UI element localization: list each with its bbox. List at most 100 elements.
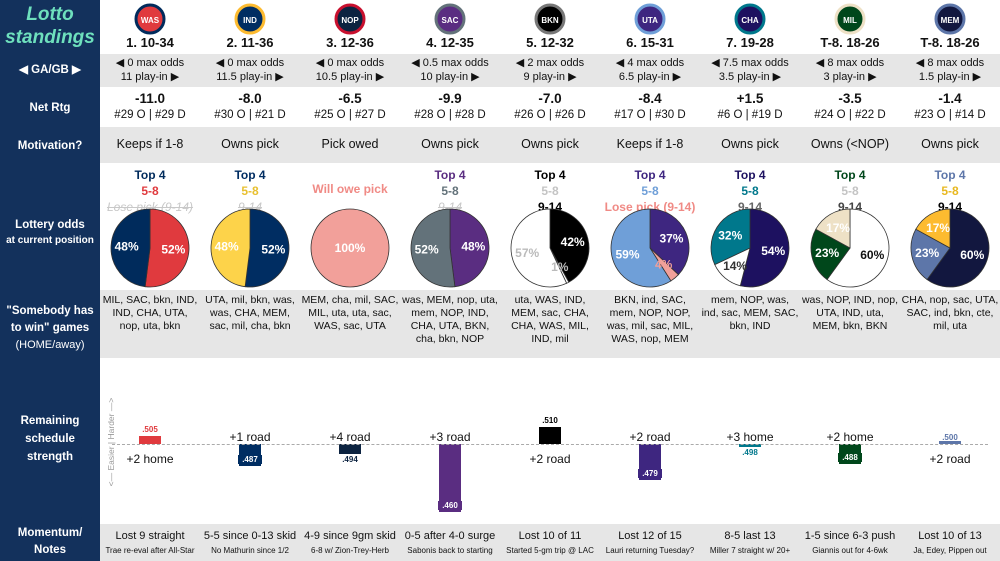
odds-line-2: 3.5 play-in ▶: [718, 71, 782, 83]
somebody-games-line: bkn, IND: [729, 320, 771, 332]
net-rating-value: -1.4: [938, 91, 962, 106]
schedule-strength-bar: [439, 444, 461, 512]
somebody-games-line: was, CHA, MEM,: [210, 307, 290, 319]
sidebar-label-net-rtg: Net Rtg: [29, 102, 71, 114]
schedule-home-road: +2 road: [929, 452, 971, 466]
bucks-logo: MIL: [800, 3, 900, 35]
lottery-odds-pie: 100%: [300, 207, 400, 294]
momentum-text: Lost 10 of 13: [918, 530, 982, 542]
odds-line-2: 10.5 play-in ▶: [315, 71, 385, 83]
lottery-tier-label: Top 4: [234, 168, 266, 182]
schedule-home-road: +4 road: [329, 430, 371, 444]
lottery-odds-pie: 37% 4% 59%: [600, 207, 700, 294]
schedule-home-road: +3 road: [429, 430, 471, 444]
team-rank-record: 7. 19-28: [726, 35, 774, 50]
pie-slice: [610, 208, 672, 288]
somebody-games-line: mem, NOP, IND,: [411, 307, 489, 319]
sidebar-label-remaining: Remaining: [20, 415, 80, 427]
motivation-text: Keeps if 1-8: [616, 137, 684, 151]
lottery-tier-label: 5-8: [241, 184, 259, 198]
pie-slice-label: 48%: [215, 240, 239, 254]
schedule-strength-bar: [139, 435, 161, 444]
somebody-games-line: mem, NOP, was,: [711, 294, 789, 306]
team-rank-record: 6. 15-31: [626, 35, 674, 50]
team-rank-record: T-8. 18-26: [820, 35, 880, 50]
sidebar-label-ga-gb: ◀ GA/GB ▶: [19, 64, 81, 76]
somebody-games-line: ind, sac, MEM, SAC,: [701, 307, 799, 319]
pie-slice-label: 14%: [723, 259, 747, 273]
somebody-games-line: mil, uta: [933, 320, 967, 332]
pie-slice: [739, 208, 790, 288]
motivation-text: Owns pick: [421, 137, 479, 151]
pie-slice: [826, 208, 890, 288]
pie-slice: [926, 208, 990, 288]
lottery-tier-label: 5-8: [141, 184, 159, 198]
lottery-tier-label: Lose pick (9-14): [604, 200, 696, 214]
somebody-games-line: CHA, UTA, BKN,: [410, 320, 490, 332]
lottery-tier-label: Top 4: [634, 168, 666, 182]
pie-slice-label: 42%: [561, 235, 585, 249]
odds-line-1: ◀ 8 max odds: [815, 57, 885, 69]
somebody-games-line: WAS, nop, MEM: [611, 333, 689, 345]
lottery-tier-label: Top 4: [134, 168, 166, 182]
lottery-tier-label: Will owe pick: [312, 182, 388, 196]
pie-slice: [649, 208, 690, 276]
momentum-note: No Mathurin since 1/2: [211, 546, 289, 555]
momentum-note: Miller 7 straight w/ 20+: [709, 546, 791, 555]
somebody-games-line: sac, mil, cha, bkn: [209, 320, 291, 332]
net-rating-ranks: #24 O | #22 D: [814, 109, 886, 121]
schedule-home-road: +2 road: [629, 430, 671, 444]
schedule-strength-value: .510: [542, 416, 558, 425]
pie-slice: [310, 208, 390, 288]
team-column-mil: MIL T-8. 18-26 ◀ 8 max odds 3 play-in ▶ -3.5…: [800, 0, 900, 561]
pacers-logo: IND: [200, 3, 300, 35]
team-rank-record: 1. 10-34: [126, 35, 174, 50]
motivation-text: Pick owed: [321, 137, 379, 151]
odds-line-1: ◀ 0 max odds: [315, 57, 385, 69]
somebody-games-line: cha, bkn, NOP: [415, 333, 485, 345]
momentum-text: 5-5 since 0-13 skid: [203, 530, 297, 542]
pie-slice-label: 23%: [915, 246, 939, 260]
sidebar-label-somebody-2: to win" games: [10, 322, 90, 334]
lottery-tier-label: 5-8: [641, 184, 659, 198]
logo-abbr: NOP: [341, 16, 359, 25]
pie-slice-label: 54%: [761, 244, 785, 258]
pie-slice: [110, 208, 151, 288]
lottery-tier-label: 5-8: [941, 184, 959, 198]
sidebar-label-somebody-3: (HOME/away): [15, 339, 85, 351]
net-rating-value: -6.5: [338, 91, 362, 106]
schedule-strength-value: .500: [942, 433, 958, 442]
momentum-text: 4-9 since 9gm skid: [304, 530, 396, 542]
team-column-uta: UTA 6. 15-31 ◀ 4 max odds 6.5 play-in ▶ -8.4…: [600, 0, 700, 561]
odds-line-2: 11 play-in ▶: [120, 71, 180, 83]
schedule-home-road: +2 home: [826, 430, 874, 444]
sidebar-title-line1: Lotto: [26, 4, 74, 25]
pie-slice-label: 48%: [115, 240, 139, 254]
motivation-text: Owns pick: [521, 137, 579, 151]
schedule-home-road: +2 home: [126, 452, 174, 466]
schedule-home-road: +2 road: [529, 452, 571, 466]
net-rating-ranks: #17 O | #30 D: [614, 109, 686, 121]
somebody-games-line: mem, NOP, NOP,: [609, 307, 691, 319]
somebody-games-line: was, mil, sac, MIL,: [606, 320, 694, 332]
momentum-note: Giannis out for 4-6wk: [812, 546, 888, 555]
pie-slice: [244, 208, 290, 288]
logo-abbr: BKN: [541, 16, 559, 25]
lottery-odds-pie: 60% 23% 17%: [900, 207, 1000, 294]
net-rating-ranks: #30 O | #21 D: [214, 109, 286, 121]
grizzlies-logo: MEM: [900, 3, 1000, 35]
schedule-strength-bar: [539, 427, 561, 444]
somebody-games-line: MEM, sac, CHA,: [511, 307, 589, 319]
odds-line-1: ◀ 2 max odds: [515, 57, 585, 69]
team-column-cha: CHA 7. 19-28 ◀ 7.5 max odds 3.5 play-in ▶ +1…: [700, 0, 800, 561]
pie-slice-label: 1%: [551, 260, 569, 274]
band-momentum: [100, 524, 1000, 561]
sidebar-label-notes: Notes: [34, 544, 66, 556]
pie-slice-label: 60%: [960, 248, 984, 262]
kings-logo: SAC: [400, 3, 500, 35]
sidebar-label-strength: strength: [27, 451, 73, 463]
logo-abbr: MEM: [941, 16, 960, 25]
schedule-strength-value: .460: [438, 501, 462, 510]
team-rank-record: 2. 11-36: [226, 35, 274, 50]
pie-slice: [210, 208, 251, 288]
